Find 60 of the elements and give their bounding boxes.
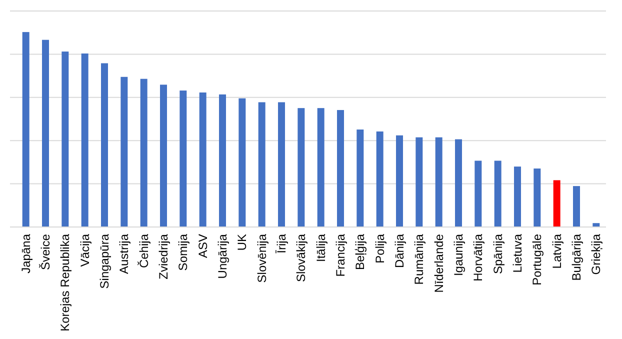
bar [22, 32, 30, 227]
x-tick-label: Nīderlande [432, 234, 446, 293]
x-tick-label: Korejas Republika [58, 234, 72, 332]
x-tick-label: Vācija [78, 234, 92, 267]
x-tick-label: Spānija [490, 234, 505, 274]
bar [278, 102, 285, 227]
x-tick-label: Itālija [314, 234, 328, 262]
bar [553, 180, 560, 227]
x-tick-label: Somija [176, 234, 190, 271]
bar [494, 160, 502, 227]
x-tick-label: Latvija [550, 234, 564, 269]
x-tick-label: Lietuva [510, 234, 524, 273]
bar [317, 108, 324, 227]
bar [416, 137, 423, 227]
bar [298, 108, 305, 227]
x-tick-label: Igaunija [452, 234, 466, 276]
bar [573, 186, 580, 227]
bar [81, 54, 88, 227]
bar [180, 90, 187, 227]
x-tick-label: Horvātija [471, 234, 486, 282]
bar [120, 76, 128, 227]
bar [356, 130, 364, 227]
x-tick-label: UK [235, 234, 250, 251]
bar [337, 110, 344, 227]
x-tick-label: Austrija [117, 234, 132, 274]
bar [219, 94, 226, 227]
bar [238, 98, 246, 227]
x-tick-label: Īrija [274, 234, 288, 254]
bar [101, 63, 108, 227]
bar [258, 102, 266, 227]
x-tick-label: Slovēnija [254, 234, 269, 283]
x-tick-label: Šveice [38, 234, 52, 270]
x-tick-label: Polija [372, 234, 387, 264]
bar [435, 137, 442, 227]
x-tick-label: Grieķija [589, 234, 604, 275]
bar [160, 84, 167, 227]
bar [42, 40, 49, 227]
x-tick-label: Japāna [18, 234, 33, 274]
bar [396, 135, 403, 227]
bar [199, 92, 206, 227]
bar [534, 168, 541, 227]
x-tick-label: Francija [334, 234, 348, 277]
x-tick-label: Čehija [136, 234, 151, 268]
bar [140, 78, 148, 227]
x-tick-label: Portugāle [530, 234, 544, 286]
x-tick-label: Slovākija [294, 234, 308, 282]
x-tick-label: Bulgārija [570, 234, 584, 281]
x-tick-label: ASV [196, 234, 210, 258]
bar [592, 223, 600, 227]
x-tick-label: Dānija [392, 234, 406, 268]
bar [455, 139, 462, 227]
bar [62, 52, 69, 227]
x-tick-label: Ungārija [216, 234, 230, 279]
bar [514, 166, 521, 227]
bar [376, 131, 384, 227]
x-tick-label: Singapūra [98, 234, 112, 289]
x-tick-label: Rumānija [412, 234, 426, 285]
bar [474, 160, 482, 227]
x-tick-label: Beļģija [353, 234, 368, 270]
x-tick-label: Zviedrija [156, 234, 170, 280]
